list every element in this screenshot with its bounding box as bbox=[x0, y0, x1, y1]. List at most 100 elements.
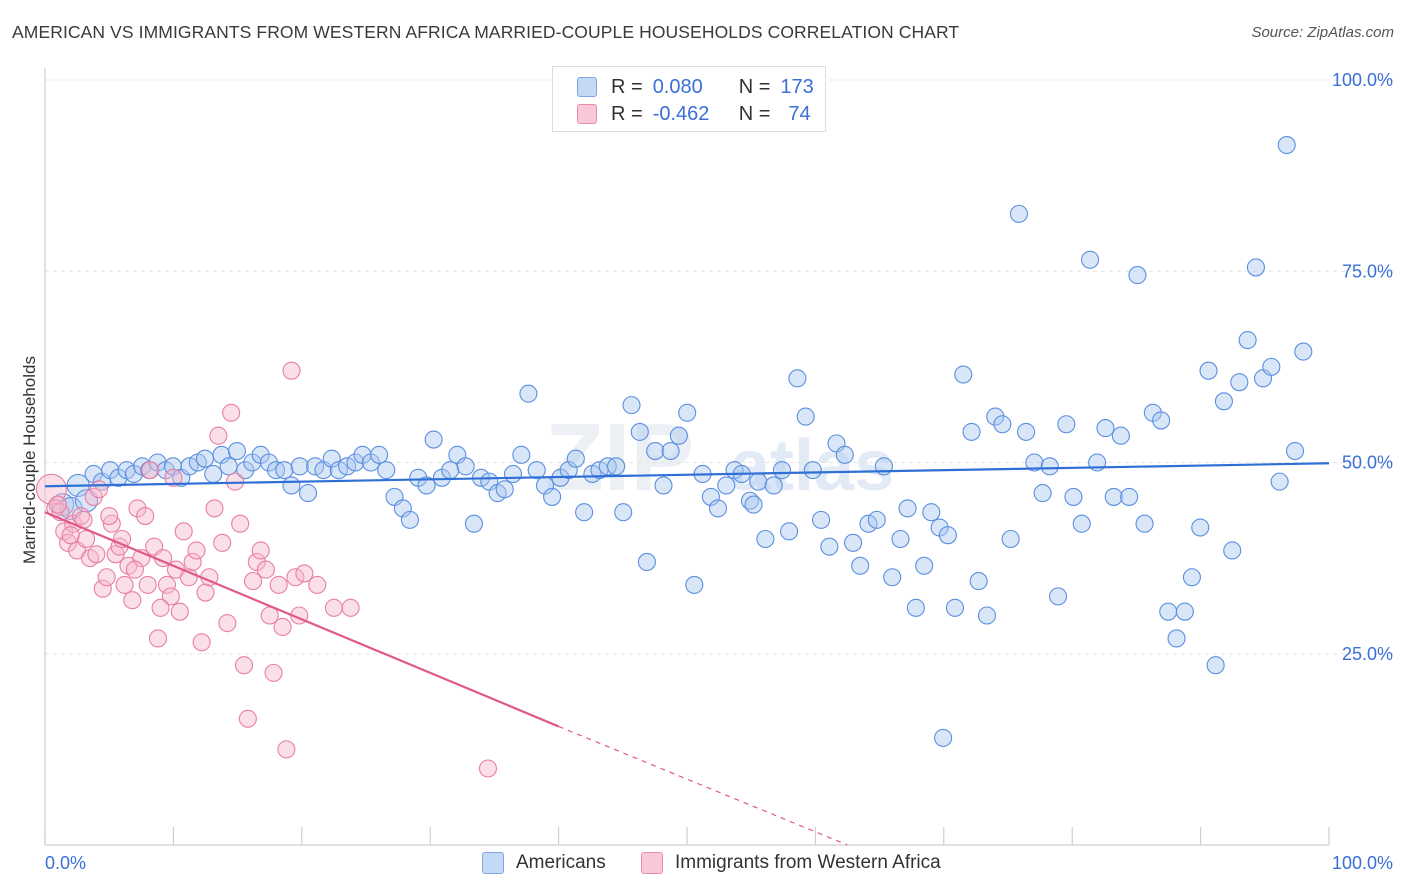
data-point bbox=[749, 472, 768, 491]
data-point bbox=[685, 575, 704, 594]
data-point bbox=[962, 422, 981, 441]
trend-line-immigrants bbox=[44, 511, 560, 728]
data-point bbox=[512, 445, 531, 464]
data-point bbox=[209, 426, 228, 445]
data-point bbox=[282, 476, 301, 495]
data-point bbox=[170, 602, 189, 621]
data-point bbox=[97, 568, 116, 587]
legend-row-immigrants: R = -0.462 N = 74 bbox=[577, 101, 811, 127]
data-point bbox=[559, 461, 578, 480]
data-point bbox=[1294, 342, 1313, 361]
bottom-legend-swatch-immigrants bbox=[641, 852, 663, 874]
data-point bbox=[1072, 514, 1091, 533]
data-point bbox=[141, 461, 160, 480]
data-point bbox=[259, 453, 278, 472]
data-point bbox=[1017, 422, 1036, 441]
data-point bbox=[1111, 426, 1130, 445]
data-point bbox=[324, 598, 343, 617]
data-point bbox=[174, 522, 193, 541]
data-point bbox=[290, 457, 309, 476]
data-point bbox=[835, 445, 854, 464]
bottom-legend-label-americans: Americans bbox=[516, 852, 606, 873]
data-point bbox=[1096, 419, 1115, 438]
data-point bbox=[59, 496, 83, 520]
data-point bbox=[669, 426, 688, 445]
data-point bbox=[1120, 487, 1139, 506]
data-point bbox=[1223, 541, 1242, 560]
data-point bbox=[277, 740, 296, 759]
data-point bbox=[1214, 392, 1233, 411]
data-point bbox=[922, 503, 941, 522]
data-point bbox=[1230, 373, 1249, 392]
data-point bbox=[231, 514, 250, 533]
data-point bbox=[212, 445, 231, 464]
data-point bbox=[346, 453, 365, 472]
data-point bbox=[298, 484, 318, 503]
source-label: Source: ZipAtlas.com bbox=[1251, 24, 1394, 41]
data-point bbox=[417, 476, 436, 495]
trend-line-americans bbox=[44, 462, 1330, 488]
y-tick-label: 75.0% bbox=[1342, 261, 1393, 281]
legend-r-value: -0.462 bbox=[652, 102, 710, 125]
data-point bbox=[527, 461, 546, 480]
data-point bbox=[1182, 568, 1201, 587]
legend-n-value: 74 bbox=[788, 102, 811, 125]
data-point bbox=[717, 476, 736, 495]
data-point bbox=[1262, 357, 1281, 376]
data-point bbox=[1033, 484, 1052, 503]
bottom-legend-immigrants: Immigrants from Western Africa bbox=[641, 852, 941, 874]
data-point bbox=[148, 629, 168, 648]
watermark-atlas: atlas bbox=[730, 426, 894, 506]
data-point bbox=[678, 403, 697, 422]
correlation-legend: R = 0.080 N = 173 R = -0.462 N = 74 bbox=[552, 66, 826, 132]
x-tick-label: 100.0% bbox=[1332, 853, 1393, 873]
data-point bbox=[282, 361, 301, 380]
data-point bbox=[123, 591, 142, 610]
data-point bbox=[196, 583, 215, 602]
data-point bbox=[519, 384, 538, 403]
legend-row-americans: R = 0.080 N = 173 bbox=[577, 74, 814, 100]
data-point bbox=[969, 572, 988, 591]
data-point bbox=[661, 441, 680, 461]
legend-swatch-immigrants bbox=[577, 104, 597, 124]
watermark: ZIP atlas bbox=[545, 404, 894, 511]
bottom-legend-swatch-americans bbox=[482, 852, 504, 874]
data-point bbox=[844, 533, 863, 552]
data-point bbox=[1191, 518, 1210, 537]
data-point bbox=[151, 598, 170, 617]
data-point bbox=[264, 663, 283, 682]
data-point bbox=[945, 598, 965, 617]
data-point bbox=[566, 449, 585, 468]
tick-labels: 25.0% 50.0% 75.0% 100.0% 0.0% 100.0% bbox=[45, 70, 1393, 873]
data-point bbox=[796, 407, 815, 426]
data-point bbox=[424, 430, 443, 449]
data-point bbox=[222, 403, 241, 422]
data-point bbox=[503, 464, 523, 484]
data-point bbox=[35, 473, 67, 505]
data-point bbox=[1064, 487, 1083, 506]
data-point bbox=[441, 461, 460, 480]
data-point bbox=[1104, 487, 1123, 506]
data-point bbox=[1167, 629, 1186, 648]
data-point bbox=[93, 579, 112, 598]
data-point bbox=[192, 633, 211, 652]
data-point bbox=[646, 441, 665, 461]
data-point bbox=[637, 552, 656, 572]
watermark-zip: ZIP bbox=[545, 404, 694, 511]
data-point bbox=[1206, 656, 1225, 675]
data-point bbox=[1040, 457, 1059, 476]
data-point bbox=[1285, 441, 1305, 461]
data-point bbox=[495, 480, 514, 499]
data-point bbox=[256, 560, 275, 579]
data-point bbox=[478, 759, 498, 778]
data-point bbox=[370, 445, 389, 464]
data-point bbox=[273, 617, 292, 637]
data-point bbox=[128, 499, 147, 518]
data-point bbox=[227, 441, 246, 461]
data-point bbox=[213, 533, 232, 552]
y-tick-label: 100.0% bbox=[1332, 70, 1393, 90]
data-point bbox=[851, 556, 870, 575]
data-point bbox=[100, 506, 119, 526]
y-tick-label: 50.0% bbox=[1342, 453, 1393, 473]
